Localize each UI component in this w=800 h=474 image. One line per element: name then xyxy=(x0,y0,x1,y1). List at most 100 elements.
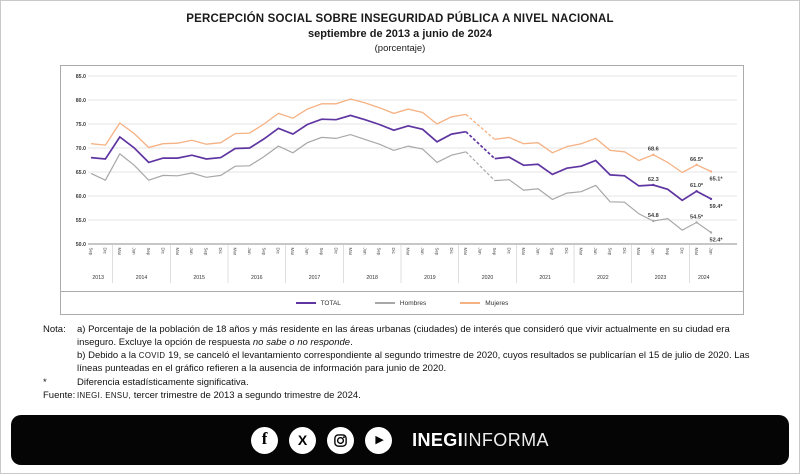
svg-text:Mar: Mar xyxy=(290,248,295,256)
svg-text:Dic: Dic xyxy=(506,248,511,255)
mujeres-line-swatch xyxy=(460,302,481,304)
inegi-informa-logo: INEGIINFORMA xyxy=(412,430,549,451)
svg-text:Mar: Mar xyxy=(636,248,641,256)
facebook-icon[interactable]: f xyxy=(251,426,279,454)
svg-text:Jun: Jun xyxy=(247,248,252,256)
svg-text:65.0: 65.0 xyxy=(76,170,86,176)
svg-text:54.5*: 54.5* xyxy=(690,214,704,220)
svg-text:Mar: Mar xyxy=(175,248,180,256)
svg-text:Sep: Sep xyxy=(204,248,209,256)
note-label: * xyxy=(43,376,47,388)
note-row: Fuente: INEGI. ENSU, tercer trimestre de … xyxy=(43,390,761,403)
legend-label-hombres: Hombres xyxy=(399,299,427,307)
svg-text:Jun: Jun xyxy=(362,248,367,256)
svg-text:Dic: Dic xyxy=(564,248,569,255)
svg-text:Sep: Sep xyxy=(665,248,670,256)
svg-text:Sep: Sep xyxy=(261,248,266,256)
notes-section: Nota: a) Porcentaje de la población de 18… xyxy=(43,324,761,404)
note-label xyxy=(43,350,77,375)
chart-container: 50.0 55.0 60.0 65.0 70.0 75.0 80.0 85.0 2013 2014… xyxy=(60,65,744,315)
page-title: PERCEPCIÓN SOCIAL SOBRE INSEGURIDAD PÚBL… xyxy=(186,13,614,25)
instagram-icon[interactable] xyxy=(327,426,355,454)
svg-text:Jun: Jun xyxy=(593,248,598,256)
legend-item-hombres: Hombres xyxy=(374,299,427,307)
chart-header: PERCEPCIÓN SOCIAL SOBRE INSEGURIDAD PÚBL… xyxy=(1,1,799,55)
youtube-icon[interactable]: ▶ xyxy=(365,426,393,454)
instagram-glyph xyxy=(334,433,347,447)
svg-text:70.0: 70.0 xyxy=(76,146,86,152)
svg-text:Dic: Dic xyxy=(679,248,684,255)
svg-text:Mar: Mar xyxy=(406,248,411,256)
note-text: b) Debido a la COVID 19, se canceló el l… xyxy=(77,350,750,374)
svg-text:Dic: Dic xyxy=(622,248,627,255)
svg-text:Jun: Jun xyxy=(420,248,425,256)
chart-legend: TOTAL Hombres Mujeres xyxy=(61,291,743,314)
svg-text:Mar: Mar xyxy=(579,248,584,256)
svg-text:Dic: Dic xyxy=(391,248,396,255)
note-label: Fuente: xyxy=(43,390,76,402)
legend-label-total: TOTAL xyxy=(320,299,341,307)
svg-text:Sep: Sep xyxy=(146,248,151,256)
svg-text:Sep: Sep xyxy=(434,248,439,256)
note-row: Nota: a) Porcentaje de la población de 18… xyxy=(43,324,761,349)
svg-text:62.3: 62.3 xyxy=(648,177,659,183)
page-subtitle: septiembre de 2013 a junio de 2024 xyxy=(307,28,493,41)
svg-text:60.0: 60.0 xyxy=(76,194,86,200)
svg-text:Dic: Dic xyxy=(449,248,454,255)
svg-text:Dic: Dic xyxy=(218,248,223,255)
note-text: INEGI. ENSU, tercer trimestre de 2013 a … xyxy=(77,390,361,402)
insecurity-line-chart: 50.0 55.0 60.0 65.0 70.0 75.0 80.0 85.0 2013 2014… xyxy=(76,74,737,283)
brand-regular: INFORMA xyxy=(463,429,549,450)
svg-text:54.8: 54.8 xyxy=(648,213,659,219)
svg-text:Mar: Mar xyxy=(117,248,122,256)
svg-text:55.0: 55.0 xyxy=(76,218,86,224)
legend-item-total: TOTAL xyxy=(295,299,341,307)
brand-bold: INEGI xyxy=(412,429,464,450)
svg-text:Sep: Sep xyxy=(319,248,324,256)
youtube-glyph: ▶ xyxy=(375,433,384,446)
svg-text:59.4*: 59.4* xyxy=(709,204,723,210)
x-glyph: X xyxy=(297,432,308,448)
svg-text:Dic: Dic xyxy=(103,248,108,255)
svg-text:Mar: Mar xyxy=(232,248,237,256)
svg-text:Sep: Sep xyxy=(607,248,612,256)
svg-text:Mar: Mar xyxy=(463,248,468,256)
svg-text:2023: 2023 xyxy=(655,275,667,281)
svg-text:2024: 2024 xyxy=(698,275,710,281)
svg-text:2018: 2018 xyxy=(366,275,378,281)
svg-text:Sep: Sep xyxy=(492,248,497,256)
svg-text:Jun: Jun xyxy=(651,248,656,256)
svg-text:2022: 2022 xyxy=(597,275,609,281)
svg-text:50.0: 50.0 xyxy=(76,242,86,248)
svg-text:61.0*: 61.0* xyxy=(690,183,704,189)
svg-text:Mar: Mar xyxy=(521,248,526,256)
svg-text:Mar: Mar xyxy=(348,248,353,256)
svg-text:68.6: 68.6 xyxy=(648,147,659,153)
svg-text:2019: 2019 xyxy=(424,275,436,281)
svg-text:75.0: 75.0 xyxy=(76,122,86,128)
facebook-glyph: f xyxy=(261,429,268,448)
svg-text:2016: 2016 xyxy=(251,275,263,281)
note-row: b) Debido a la COVID 19, se canceló el l… xyxy=(43,350,761,375)
svg-text:52.4*: 52.4* xyxy=(709,238,723,244)
svg-text:65.1*: 65.1* xyxy=(709,177,723,183)
legend-item-mujeres: Mujeres xyxy=(460,300,508,307)
svg-text:Jun: Jun xyxy=(132,248,137,256)
unit-label: (porcentaje) xyxy=(374,43,426,55)
svg-text:2020: 2020 xyxy=(482,275,494,281)
svg-text:Sep: Sep xyxy=(88,248,93,256)
svg-text:Jun: Jun xyxy=(478,248,483,256)
svg-text:Jun: Jun xyxy=(305,248,310,256)
svg-text:66.5*: 66.5* xyxy=(690,157,704,163)
note-label: Nota: xyxy=(43,324,66,335)
note-text: a) Porcentaje de la población de 18 años… xyxy=(77,324,730,348)
x-icon[interactable]: X xyxy=(289,426,317,454)
svg-text:Jun: Jun xyxy=(708,248,713,256)
svg-text:Sep: Sep xyxy=(377,248,382,256)
svg-text:2014: 2014 xyxy=(136,275,148,281)
svg-text:Dic: Dic xyxy=(333,248,338,255)
total-line-swatch xyxy=(295,301,316,305)
svg-text:Dic: Dic xyxy=(160,248,165,255)
svg-text:80.0: 80.0 xyxy=(76,98,86,104)
